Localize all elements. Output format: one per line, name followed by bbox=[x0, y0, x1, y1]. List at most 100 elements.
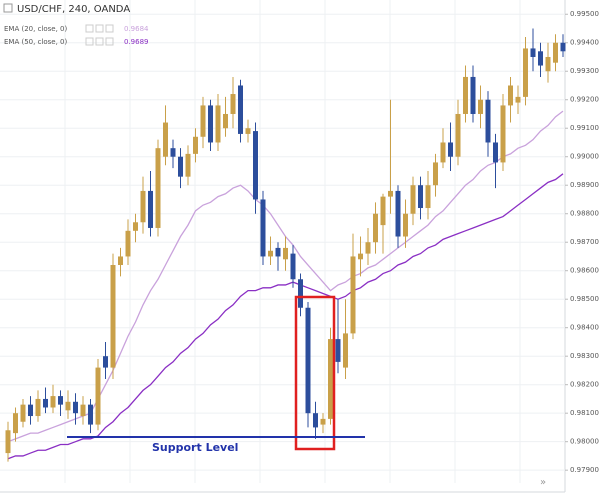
y-tick-label: 0.98600 bbox=[570, 267, 599, 275]
candle-body bbox=[95, 367, 101, 425]
candle-body bbox=[223, 113, 228, 129]
plot bbox=[0, 13, 568, 471]
candle-body bbox=[245, 128, 251, 134]
y-tick-label: 0.99500 bbox=[570, 10, 599, 18]
y-tick-label: 0.98100 bbox=[570, 409, 599, 417]
candle-body bbox=[28, 404, 33, 417]
candle-body bbox=[335, 339, 341, 362]
candle-body bbox=[148, 190, 153, 228]
candle-body bbox=[118, 256, 123, 266]
candle-body bbox=[500, 105, 506, 163]
candle-body bbox=[388, 190, 393, 197]
y-tick-label: 0.97900 bbox=[570, 466, 599, 474]
candle-body bbox=[103, 356, 108, 368]
candle-body bbox=[440, 142, 446, 163]
legend-label: EMA (20, close, 0) bbox=[4, 25, 67, 33]
candle-body bbox=[275, 247, 281, 257]
y-tick-label: 0.99000 bbox=[570, 153, 599, 161]
candle-body bbox=[313, 413, 318, 428]
candle-body bbox=[140, 190, 146, 223]
candle-body bbox=[553, 42, 558, 63]
ema-line bbox=[7, 173, 564, 460]
candle-body bbox=[545, 56, 551, 72]
candle-body bbox=[395, 190, 401, 237]
candle-body bbox=[268, 250, 273, 257]
candle-body bbox=[425, 185, 431, 209]
candle-body bbox=[350, 256, 356, 334]
candle-body bbox=[208, 105, 213, 143]
candle-body bbox=[328, 339, 333, 419]
y-tick-label: 0.99300 bbox=[570, 67, 599, 75]
candle-body bbox=[215, 105, 221, 143]
candle-body bbox=[448, 142, 453, 157]
ema-line bbox=[7, 110, 564, 443]
candle-body bbox=[65, 401, 71, 411]
candle-body bbox=[373, 213, 378, 243]
candle-body bbox=[193, 136, 198, 154]
legend-icons[interactable] bbox=[85, 24, 114, 46]
y-tick-label: 0.98000 bbox=[570, 438, 599, 446]
candle-body bbox=[253, 131, 258, 200]
highlight-box bbox=[294, 295, 336, 451]
y-tick-label: 0.99100 bbox=[570, 124, 599, 132]
candle-body bbox=[230, 94, 236, 114]
legend-value: 0.9689 bbox=[124, 38, 149, 46]
candle-body bbox=[35, 398, 41, 417]
y-tick-label: 0.98200 bbox=[570, 381, 599, 389]
candle-body bbox=[478, 99, 483, 114]
scroll-button[interactable]: » bbox=[540, 477, 546, 488]
candle-body bbox=[493, 142, 498, 163]
candle-body bbox=[410, 185, 416, 214]
y-tick-label: 0.98300 bbox=[570, 352, 599, 360]
candle-body bbox=[110, 265, 116, 368]
candle-body bbox=[283, 247, 288, 260]
candle-body bbox=[163, 122, 168, 157]
y-tick-label: 0.98800 bbox=[570, 210, 599, 218]
candle-body bbox=[58, 396, 63, 405]
candle-body bbox=[170, 148, 176, 157]
candle-body bbox=[290, 253, 296, 280]
annotation: Support Level bbox=[152, 441, 238, 454]
y-tick-label: 0.99200 bbox=[570, 96, 599, 104]
candle-body bbox=[470, 76, 476, 114]
candle-body bbox=[433, 162, 438, 186]
vertical-grid bbox=[64, 0, 521, 483]
candle-body bbox=[320, 418, 326, 425]
chart-title: USD/CHF, 240, OANDA bbox=[17, 4, 130, 15]
candle-body bbox=[238, 85, 243, 134]
candle-body bbox=[155, 148, 161, 228]
candle-body bbox=[455, 113, 461, 157]
candle-body bbox=[463, 76, 468, 114]
candle-body bbox=[380, 196, 386, 226]
y-tick-label: 0.98400 bbox=[570, 324, 599, 332]
y-tick-label: 0.98700 bbox=[570, 238, 599, 246]
candle-body bbox=[5, 430, 11, 454]
candle-body bbox=[125, 230, 131, 257]
candle-body bbox=[485, 99, 491, 143]
candle-body bbox=[185, 153, 191, 177]
legend-value: 0.9684 bbox=[124, 25, 149, 33]
candle-body bbox=[73, 401, 78, 414]
candle-body bbox=[13, 413, 18, 434]
candle-body bbox=[305, 307, 311, 414]
candle-body bbox=[260, 199, 266, 257]
candle-body bbox=[418, 185, 423, 209]
candle-body bbox=[50, 396, 56, 408]
candle-body bbox=[20, 404, 26, 422]
candle-body bbox=[403, 213, 408, 237]
collapse-icon[interactable] bbox=[3, 3, 13, 13]
candle-body bbox=[365, 242, 371, 254]
candle-body bbox=[178, 156, 183, 177]
candle-body bbox=[523, 48, 528, 97]
candle-body bbox=[43, 398, 48, 408]
y-tick-label: 0.98500 bbox=[570, 295, 599, 303]
candle-body bbox=[80, 404, 86, 417]
candle-body bbox=[358, 253, 363, 260]
candle-body bbox=[538, 51, 543, 66]
candle-body bbox=[560, 42, 566, 52]
legend-label: EMA (50, close, 0) bbox=[4, 38, 67, 46]
candle-body bbox=[515, 96, 521, 103]
candle-body bbox=[298, 279, 303, 308]
